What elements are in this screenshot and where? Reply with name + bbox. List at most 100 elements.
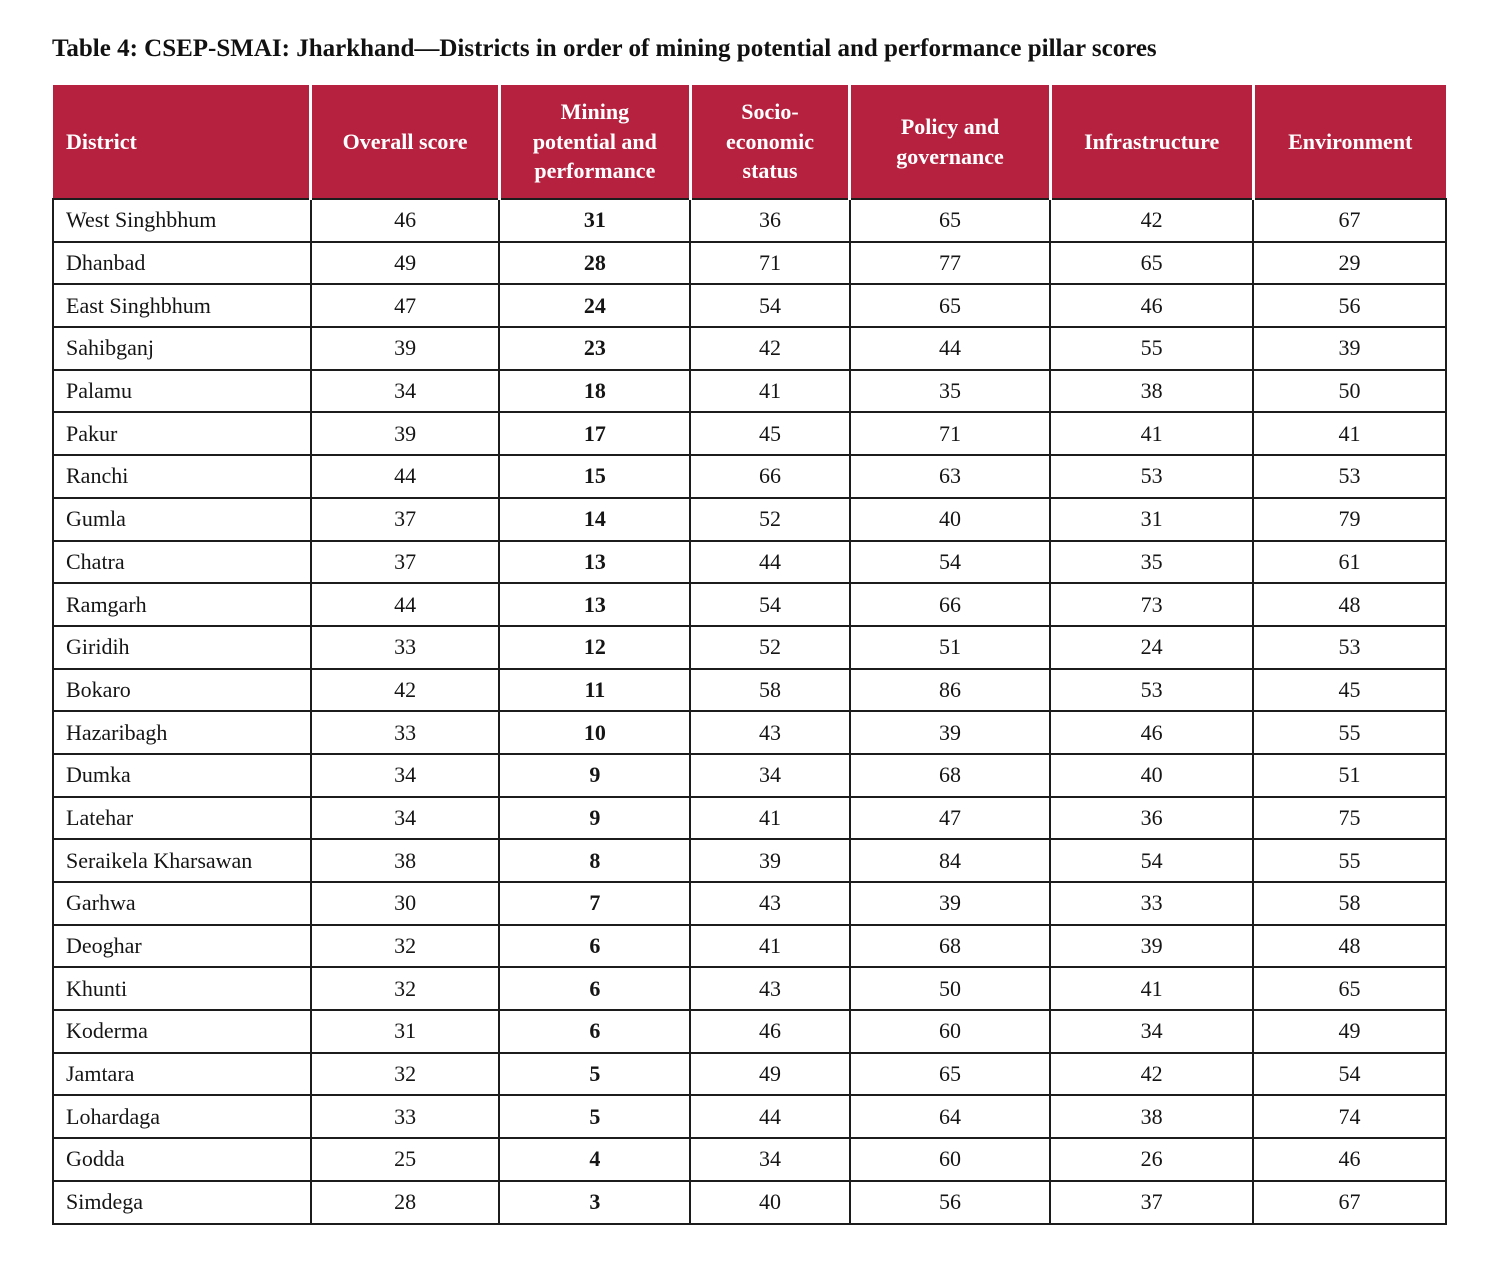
cell-mining-potential-performance: 3: [498, 1179, 692, 1225]
cell-mining-potential-performance: 5: [498, 1051, 692, 1097]
cell-socio-economic-status: 44: [689, 539, 851, 585]
cell-infrastructure: 46: [1049, 710, 1255, 755]
cell-infrastructure: 33: [1049, 881, 1255, 926]
cell-overall-score: 34: [309, 752, 501, 798]
cell-mining-potential-performance: 12: [498, 624, 692, 670]
cell-overall-score: 46: [309, 198, 501, 243]
cell-infrastructure: 65: [1049, 240, 1255, 286]
cell-policy-governance: 56: [848, 1179, 1052, 1225]
table-row: Bokaro 42 11 58 86 53 45: [52, 667, 1447, 713]
cell-overall-score: 30: [309, 881, 501, 926]
cell-policy-governance: 77: [848, 240, 1052, 286]
cell-district: Hazaribagh: [52, 710, 312, 755]
cell-environment: 56: [1252, 283, 1447, 329]
cell-district: West Singhbhum: [52, 198, 312, 243]
cell-socio-economic-status: 58: [689, 667, 851, 713]
cell-environment: 58: [1252, 881, 1447, 926]
cell-infrastructure: 42: [1049, 1051, 1255, 1097]
cell-environment: 46: [1252, 1137, 1447, 1182]
cell-infrastructure: 36: [1049, 795, 1255, 841]
header-row: District Overall score Mining potential an…: [53, 85, 1446, 199]
cell-policy-governance: 66: [848, 582, 1052, 627]
cell-policy-governance: 84: [848, 838, 1052, 883]
cell-mining-potential-performance: 6: [498, 923, 692, 969]
cell-environment: 67: [1252, 1179, 1447, 1225]
cell-policy-governance: 68: [848, 752, 1052, 798]
cell-environment: 48: [1252, 582, 1447, 627]
cell-mining-potential-performance: 18: [498, 368, 692, 414]
cell-policy-governance: 60: [848, 1137, 1052, 1182]
cell-infrastructure: 53: [1049, 454, 1255, 499]
table-row: Gumla 37 14 52 40 31 79: [52, 496, 1447, 542]
cell-overall-score: 44: [309, 454, 501, 499]
cell-environment: 39: [1252, 326, 1447, 371]
cell-infrastructure: 40: [1049, 752, 1255, 798]
column-header-overall-score: Overall score: [309, 85, 500, 199]
cell-policy-governance: 63: [848, 454, 1052, 499]
cell-environment: 51: [1252, 752, 1447, 798]
cell-infrastructure: 73: [1049, 582, 1255, 627]
table-row: Dumka 34 9 34 68 40 51: [52, 752, 1447, 798]
cell-overall-score: 37: [309, 539, 501, 585]
table-row: West Singhbhum 46 31 36 65 42 67: [52, 198, 1447, 243]
cell-environment: 65: [1252, 966, 1447, 1012]
cell-socio-economic-status: 42: [689, 326, 851, 371]
table-row: Jamtara 32 5 49 65 42 54: [52, 1051, 1447, 1097]
cell-overall-score: 34: [309, 795, 501, 841]
cell-mining-potential-performance: 10: [498, 710, 692, 755]
cell-mining-potential-performance: 13: [498, 539, 692, 585]
cell-policy-governance: 71: [848, 411, 1052, 457]
cell-infrastructure: 35: [1049, 539, 1255, 585]
cell-district: Lohardaga: [52, 1094, 312, 1140]
cell-overall-score: 33: [309, 624, 501, 670]
table-row: Godda 25 4 34 60 26 46: [52, 1137, 1447, 1182]
cell-socio-economic-status: 36: [689, 198, 851, 243]
cell-district: Dhanbad: [52, 240, 312, 286]
cell-environment: 45: [1252, 667, 1447, 713]
cell-mining-potential-performance: 6: [498, 966, 692, 1012]
table-row: Pakur 39 17 45 71 41 41: [52, 411, 1447, 457]
cell-environment: 53: [1252, 624, 1447, 670]
cell-district: Ranchi: [52, 454, 312, 499]
table-row: Chatra 37 13 44 54 35 61: [52, 539, 1447, 585]
cell-policy-governance: 65: [848, 198, 1052, 243]
cell-socio-economic-status: 43: [689, 966, 851, 1012]
cell-overall-score: 32: [309, 966, 501, 1012]
cell-mining-potential-performance: 9: [498, 752, 692, 798]
cell-socio-economic-status: 39: [689, 838, 851, 883]
cell-environment: 41: [1252, 411, 1447, 457]
table-row: Latehar 34 9 41 47 36 75: [52, 795, 1447, 841]
cell-infrastructure: 34: [1049, 1009, 1255, 1054]
cell-infrastructure: 39: [1049, 923, 1255, 969]
cell-policy-governance: 64: [848, 1094, 1052, 1140]
table-row: Garhwa 30 7 43 39 33 58: [52, 881, 1447, 926]
table-row: Simdega 28 3 40 56 37 67: [52, 1179, 1447, 1225]
cell-overall-score: 33: [309, 710, 501, 755]
cell-overall-score: 28: [309, 1179, 501, 1225]
cell-policy-governance: 65: [848, 1051, 1052, 1097]
cell-overall-score: 25: [309, 1137, 501, 1182]
cell-socio-economic-status: 49: [689, 1051, 851, 1097]
district-scores-table: District Overall score Mining potential an…: [52, 85, 1447, 1225]
cell-district: Simdega: [52, 1179, 312, 1225]
column-header-policy-governance: Policy and governance: [848, 85, 1051, 199]
cell-mining-potential-performance: 15: [498, 454, 692, 499]
cell-infrastructure: 41: [1049, 411, 1255, 457]
cell-district: Garhwa: [52, 881, 312, 926]
cell-socio-economic-status: 52: [689, 496, 851, 542]
cell-environment: 61: [1252, 539, 1447, 585]
cell-infrastructure: 41: [1049, 966, 1255, 1012]
cell-overall-score: 44: [309, 582, 501, 627]
cell-policy-governance: 35: [848, 368, 1052, 414]
table-title: Table 4: CSEP-SMAI: Jharkhand—Districts …: [52, 35, 1157, 62]
cell-district: Palamu: [52, 368, 312, 414]
cell-mining-potential-performance: 28: [498, 240, 692, 286]
cell-infrastructure: 53: [1049, 667, 1255, 713]
cell-policy-governance: 50: [848, 966, 1052, 1012]
cell-mining-potential-performance: 4: [498, 1137, 692, 1182]
cell-policy-governance: 65: [848, 283, 1052, 329]
cell-infrastructure: 42: [1049, 198, 1255, 243]
cell-infrastructure: 46: [1049, 283, 1255, 329]
cell-policy-governance: 39: [848, 710, 1052, 755]
